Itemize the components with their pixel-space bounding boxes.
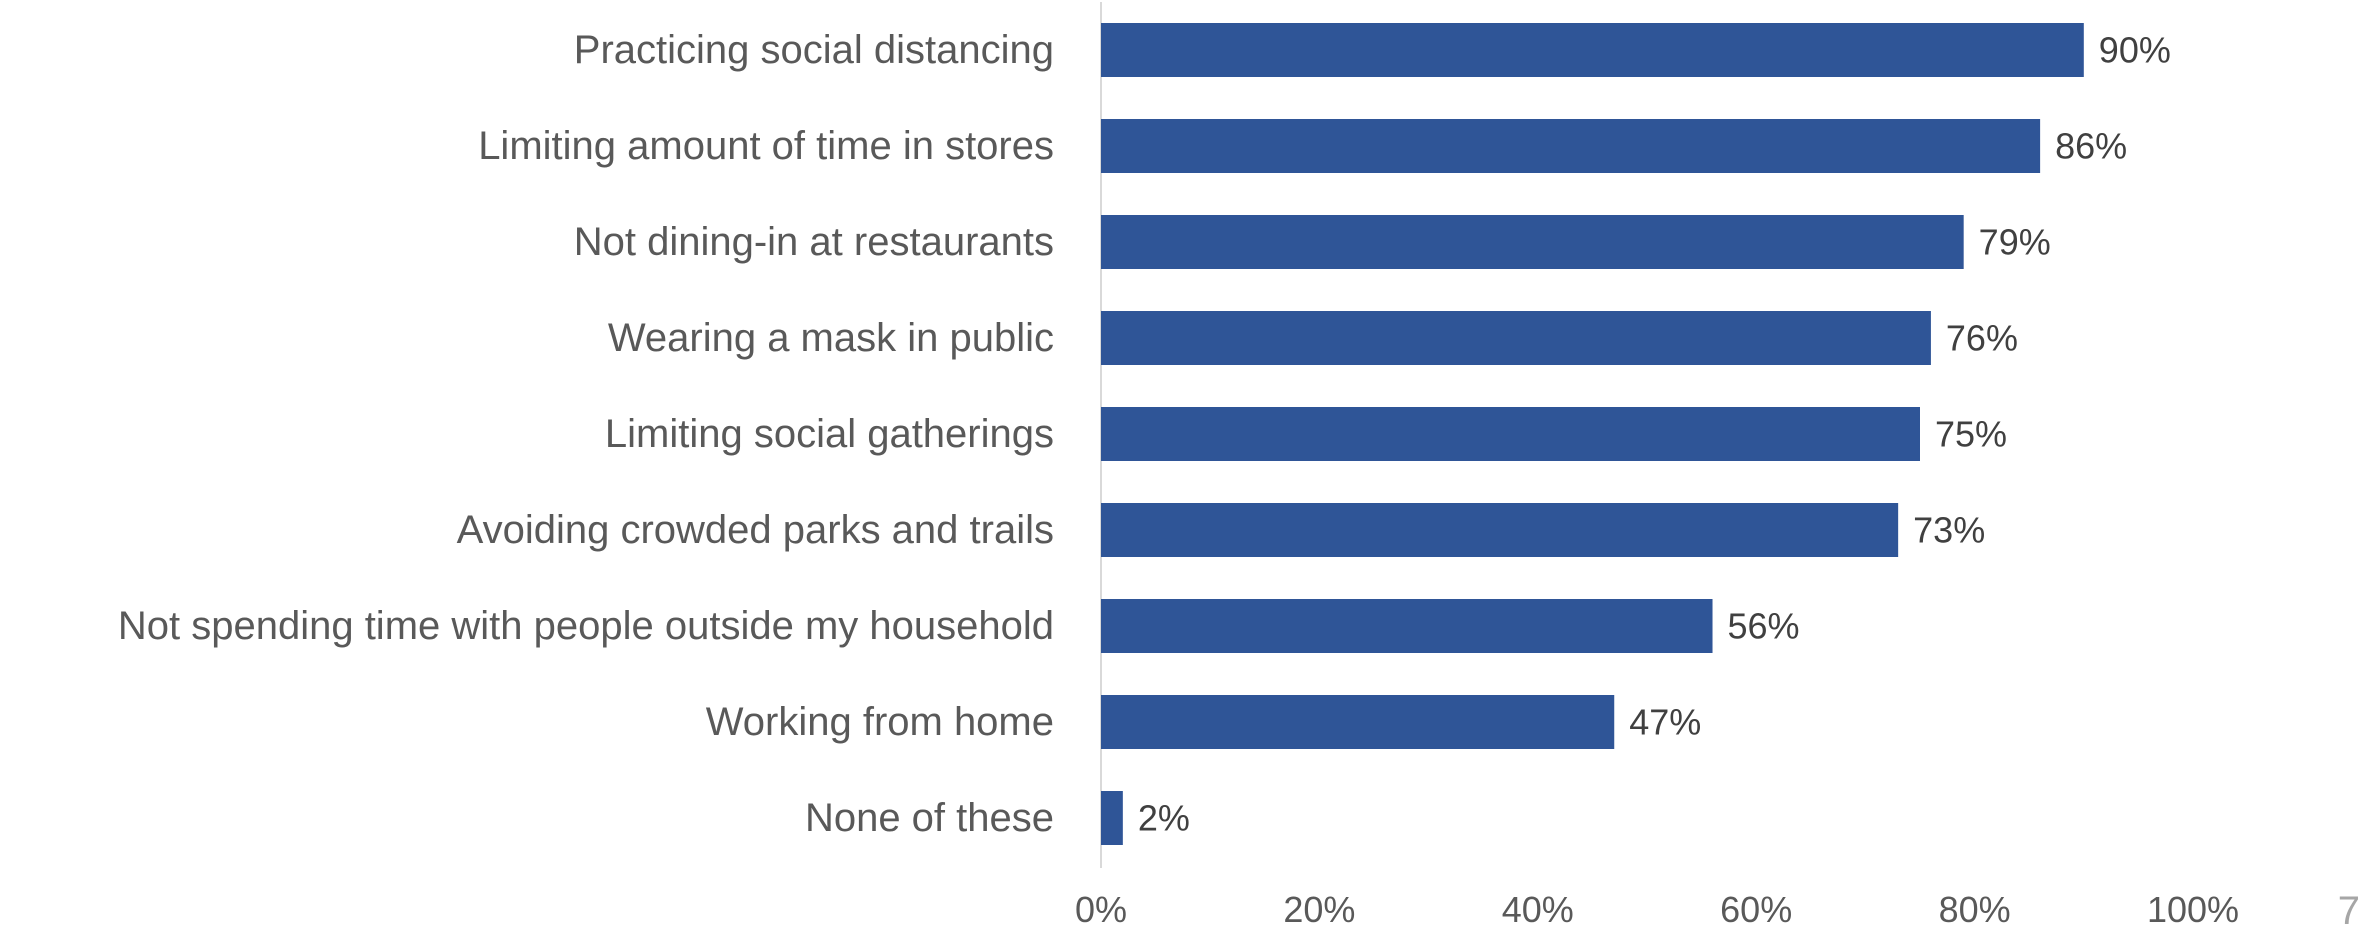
category-label: None of these [805, 796, 1054, 840]
x-tick-label: 40% [1502, 889, 1574, 930]
bar [1101, 791, 1123, 845]
category-label: Wearing a mask in public [608, 316, 1054, 360]
x-tick-label: 20% [1283, 889, 1355, 930]
bar [1101, 695, 1615, 749]
category-label: Not dining-in at restaurants [574, 220, 1054, 264]
bar [1101, 407, 1920, 461]
page-number: 7 [2337, 889, 2360, 933]
category-labels-group: Practicing social distancing Limiting amo… [118, 28, 1054, 840]
category-label: Working from home [706, 700, 1054, 744]
x-tick-label: 60% [1720, 889, 1792, 930]
x-tick-labels-group: 0% 20% 40% 60% 80% 100% [1075, 889, 2239, 930]
value-labels-group: 90% 86% 79% 76% 75% 73% 56% 47% 2% [1138, 30, 2171, 839]
category-label: Limiting social gatherings [605, 412, 1054, 456]
data-label: 56% [1728, 606, 1800, 647]
bar [1101, 215, 1964, 269]
x-tick-label: 80% [1939, 889, 2011, 930]
category-label: Practicing social distancing [574, 28, 1054, 72]
data-label: 73% [1913, 510, 1985, 551]
data-label: 2% [1138, 798, 1190, 839]
category-label: Not spending time with people outside my… [118, 604, 1054, 648]
data-label: 90% [2099, 30, 2171, 71]
x-tick-label: 100% [2147, 889, 2239, 930]
data-label: 75% [1935, 414, 2007, 455]
bar [1101, 503, 1899, 557]
data-label: 86% [2055, 126, 2127, 167]
bar [1101, 311, 1931, 365]
data-label: 79% [1979, 222, 2051, 263]
data-label: 76% [1946, 318, 2018, 359]
bars-group [1101, 23, 2084, 845]
data-label: 47% [1629, 702, 1701, 743]
bar [1101, 23, 2084, 77]
bar [1101, 119, 2041, 173]
category-label: Avoiding crowded parks and trails [457, 508, 1054, 552]
bar [1101, 599, 1713, 653]
x-tick-label: 0% [1075, 889, 1127, 930]
category-label: Limiting amount of time in stores [478, 124, 1054, 168]
